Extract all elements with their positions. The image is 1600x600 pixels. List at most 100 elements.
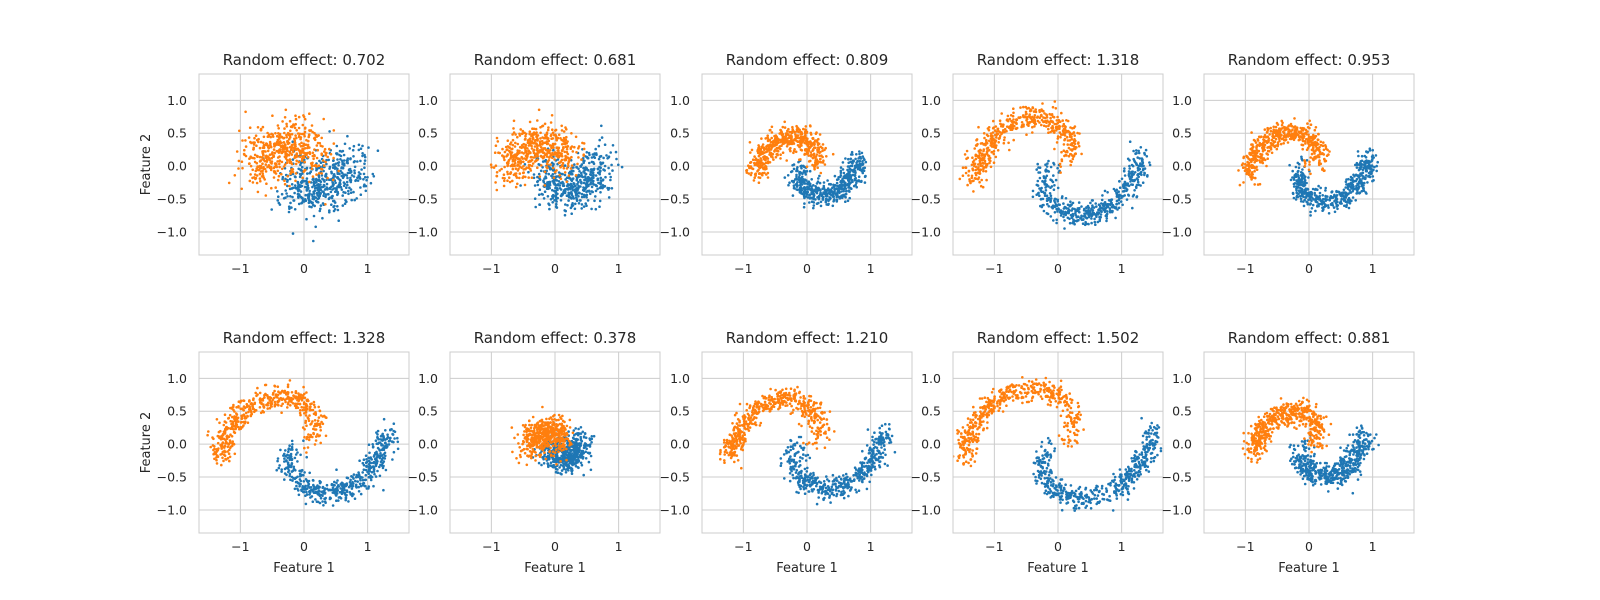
point-class-1: [574, 174, 578, 177]
point-class-0: [801, 175, 804, 179]
point-class-1: [1252, 165, 1256, 169]
point-class-0: [1301, 158, 1304, 162]
point-class-0: [359, 159, 362, 163]
point-class-0: [301, 172, 304, 175]
point-class-1: [308, 112, 311, 115]
point-class-0: [1346, 186, 1349, 189]
points-group: [489, 108, 624, 217]
point-class-1: [1002, 138, 1006, 142]
point-class-0: [851, 153, 854, 156]
point-class-0: [1318, 191, 1322, 195]
point-class-0: [532, 176, 536, 180]
point-class-0: [1103, 201, 1107, 204]
point-class-0: [582, 186, 585, 189]
point-class-1: [988, 161, 991, 165]
point-class-1: [756, 161, 759, 164]
point-class-1: [306, 143, 310, 147]
point-class-0: [857, 175, 861, 178]
point-class-1: [503, 165, 506, 169]
point-class-0: [803, 192, 807, 195]
point-class-1: [562, 166, 566, 170]
point-class-1: [1077, 141, 1080, 144]
subplot-title: Random effect: 0.702: [223, 51, 386, 69]
point-class-1: [995, 136, 998, 139]
point-class-0: [1336, 207, 1339, 211]
point-class-1: [781, 151, 785, 154]
point-class-1: [800, 132, 804, 136]
point-class-1: [254, 169, 258, 173]
point-class-0: [1092, 211, 1096, 215]
point-class-1: [764, 156, 768, 160]
point-class-1: [255, 144, 258, 147]
point-class-0: [327, 193, 330, 196]
point-class-0: [1056, 210, 1059, 213]
point-class-1: [244, 139, 247, 142]
point-class-1: [261, 172, 265, 175]
point-class-1: [792, 129, 795, 133]
point-class-1: [262, 150, 265, 153]
point-class-0: [610, 163, 613, 167]
point-class-0: [332, 209, 336, 213]
point-class-1: [992, 149, 996, 153]
point-class-1: [1265, 141, 1269, 144]
point-class-0: [350, 174, 354, 177]
point-class-0: [1055, 218, 1058, 222]
point-class-0: [1052, 219, 1055, 222]
point-class-1: [255, 181, 259, 185]
point-class-0: [1049, 165, 1053, 169]
point-class-1: [766, 144, 769, 147]
point-class-1: [779, 157, 782, 160]
point-class-0: [557, 171, 561, 174]
point-class-0: [1301, 171, 1304, 175]
point-class-1: [543, 184, 547, 187]
point-class-0: [1039, 189, 1043, 192]
point-class-1: [1012, 118, 1015, 121]
point-class-0: [307, 186, 310, 190]
point-class-0: [569, 182, 573, 186]
point-class-1: [322, 117, 326, 121]
y-tick-label: −0.5: [660, 192, 690, 207]
point-class-0: [1310, 191, 1313, 195]
point-class-1: [294, 162, 298, 166]
point-class-0: [288, 177, 292, 181]
point-class-1: [511, 143, 515, 147]
point-class-1: [264, 150, 267, 153]
point-class-0: [615, 157, 618, 161]
point-class-0: [291, 140, 295, 143]
point-class-0: [312, 197, 316, 201]
point-class-1: [1034, 108, 1037, 111]
point-class-1: [580, 158, 583, 161]
point-class-1: [1066, 150, 1069, 154]
points-group: [1237, 117, 1379, 217]
point-class-1: [564, 145, 568, 148]
point-class-0: [598, 199, 602, 203]
point-class-1: [326, 176, 329, 180]
point-class-1: [301, 144, 305, 148]
point-class-1: [1050, 113, 1054, 116]
point-class-0: [551, 164, 555, 168]
point-class-1: [270, 186, 273, 190]
point-class-1: [514, 172, 518, 175]
point-class-1: [1298, 136, 1301, 139]
point-class-1: [1064, 153, 1068, 157]
point-class-1: [1025, 112, 1028, 116]
point-class-0: [1121, 194, 1125, 198]
point-class-1: [494, 144, 498, 147]
point-class-1: [524, 134, 527, 138]
point-class-1: [1073, 152, 1077, 156]
point-class-0: [1071, 214, 1075, 218]
point-class-0: [1348, 202, 1352, 205]
point-class-1: [998, 136, 1001, 140]
point-class-0: [572, 182, 576, 186]
point-class-1: [980, 142, 984, 145]
point-class-0: [609, 175, 612, 179]
point-class-1: [783, 140, 787, 144]
point-class-1: [990, 150, 993, 154]
point-class-1: [1051, 105, 1055, 109]
point-class-0: [576, 182, 579, 186]
point-class-0: [575, 178, 579, 181]
point-class-0: [599, 176, 603, 180]
point-class-0: [815, 182, 819, 185]
point-class-0: [1370, 167, 1373, 171]
point-class-1: [536, 119, 539, 122]
